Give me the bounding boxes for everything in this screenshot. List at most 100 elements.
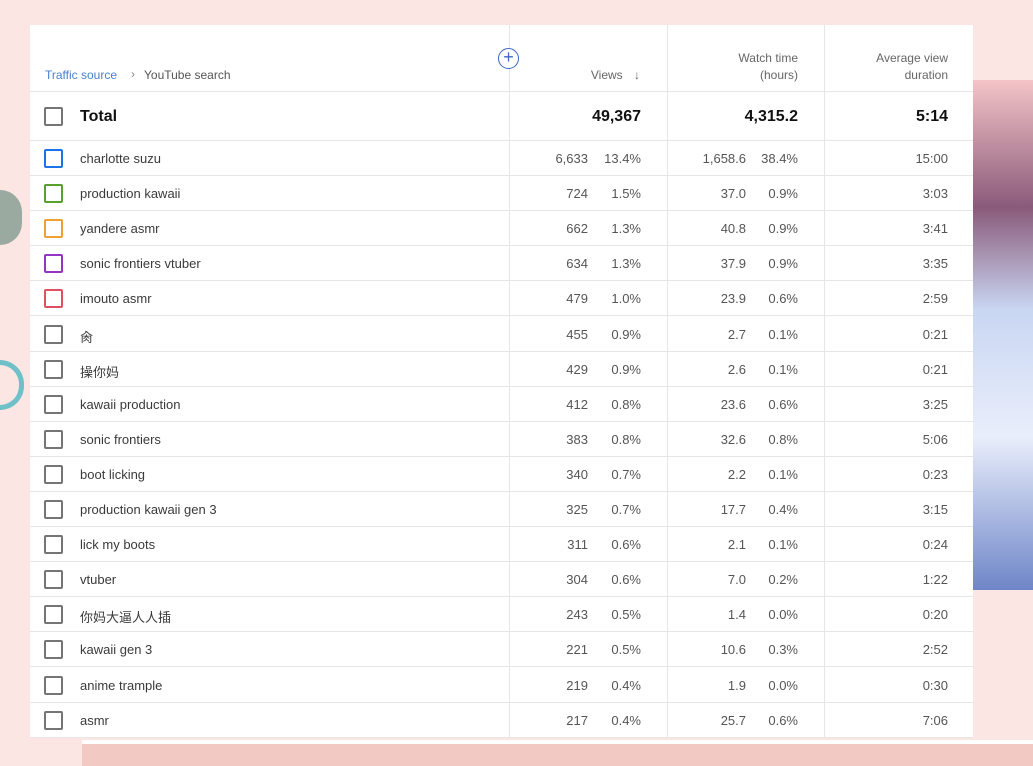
views-percent: 1.3% (611, 221, 641, 237)
views-percent: 0.7% (611, 502, 641, 517)
traffic-source-table: Traffic source › YouTube search + Views … (30, 25, 973, 738)
watch-time-value: 2.2 (727, 466, 746, 482)
breadcrumb-parent-link[interactable]: Traffic source (45, 68, 118, 82)
views-value: 724 (566, 186, 588, 202)
views-percent: 0.4% (611, 712, 641, 728)
views-percent: 0.8% (611, 396, 641, 412)
watch-time-percent: 0.1% (768, 466, 798, 482)
table-row: sonic frontiers vtuber 634 1.3% 37.9 0.9… (30, 246, 973, 282)
row-checkbox[interactable] (44, 464, 63, 484)
watch-time-percent: 0.1% (768, 537, 798, 553)
watch-time-percent: 0.3% (768, 642, 798, 658)
watch-time-percent: 0.8% (768, 431, 798, 447)
search-term: imouto asmr (80, 291, 152, 307)
row-checkbox[interactable] (44, 149, 63, 168)
watch-time-value: 1.4 (727, 607, 746, 623)
views-value: 219 (566, 677, 588, 693)
watch-time-value: 32.6 (720, 431, 746, 447)
views-value: 455 (566, 326, 588, 342)
row-checkbox[interactable] (44, 219, 63, 239)
avg-duration-value: 0:21 (922, 361, 948, 377)
watch-time-value: 2.6 (727, 361, 746, 377)
table-row: production kawaii 724 1.5% 37.0 0.9% 3:0… (30, 176, 973, 212)
search-term: anime trample (80, 677, 163, 693)
row-checkbox[interactable] (44, 570, 63, 590)
search-term: vtuber (80, 572, 117, 588)
views-value: 304 (566, 572, 588, 588)
search-term: sonic frontiers (80, 431, 161, 447)
row-checkbox[interactable] (44, 640, 63, 660)
views-value: 221 (566, 642, 588, 658)
watch-time-percent: 38.4% (761, 151, 798, 166)
add-metric-icon[interactable]: + (498, 48, 519, 69)
table-row: 操你妈 429 0.9% 2.6 0.1% 0:21 (30, 352, 973, 387)
row-checkbox[interactable] (44, 605, 63, 625)
table-row: imouto asmr 479 1.0% 23.9 0.6% 2:59 (30, 281, 973, 317)
search-term: sonic frontiers vtuber (80, 256, 201, 272)
avg-duration-value: 7:06 (922, 712, 948, 728)
avg-duration-value: 3:41 (922, 221, 948, 237)
views-percent: 0.9% (611, 361, 641, 377)
views-column-header[interactable]: Views ↓ (590, 68, 640, 82)
search-term: 操你妈 (80, 364, 120, 380)
watch-time-value: 7.0 (727, 572, 746, 588)
watch-time-percent: 0.0% (768, 607, 798, 623)
watch-time-percent: 0.0% (768, 677, 798, 693)
avg-duration-value: 5:06 (922, 431, 948, 447)
watch-time-value: 2.1 (727, 537, 746, 553)
views-percent: 0.5% (611, 642, 641, 658)
watch-time-value: 1.9 (727, 677, 746, 693)
row-checkbox[interactable] (44, 254, 63, 274)
avg-duration-value: 0:21 (922, 326, 948, 342)
row-checkbox[interactable] (44, 184, 63, 204)
total-row: Total 49,367 4,315.2 5:14 (30, 92, 973, 141)
avg-duration-value: 0:24 (922, 537, 948, 553)
avg-duration-value: 0:20 (922, 607, 948, 623)
watch-time-percent: 0.9% (768, 256, 798, 272)
row-checkbox[interactable] (44, 710, 63, 730)
row-checkbox[interactable] (44, 324, 63, 344)
row-checkbox[interactable] (44, 500, 63, 519)
views-value: 340 (566, 466, 588, 482)
watch-time-percent: 0.1% (768, 361, 798, 377)
row-checkbox[interactable] (44, 535, 63, 555)
table-row: sonic frontiers 383 0.8% 32.6 0.8% 5:06 (30, 422, 973, 457)
search-term: lick my boots (80, 537, 156, 553)
watch-time-percent: 0.4% (768, 502, 798, 517)
watch-time-value: 1,658.6 (702, 151, 746, 166)
views-percent: 0.9% (611, 326, 641, 342)
total-checkbox[interactable] (44, 107, 63, 126)
search-term: boot licking (80, 466, 146, 482)
total-avg-duration: 5:14 (915, 108, 948, 125)
watch-time-value: 37.0 (720, 186, 746, 202)
watch-time-value: 23.6 (720, 396, 746, 412)
avg-view-duration-column-header[interactable]: Average view duration (876, 51, 948, 82)
row-checkbox[interactable] (44, 289, 63, 309)
views-value: 217 (566, 712, 588, 728)
table-row: kawaii production 412 0.8% 23.6 0.6% 3:2… (30, 387, 973, 422)
avg-duration-value: 3:03 (922, 186, 948, 202)
row-checkbox[interactable] (44, 359, 63, 379)
background-character-art (973, 80, 1033, 590)
row-checkbox[interactable] (44, 429, 63, 449)
total-watch-time: 4,315.2 (744, 108, 798, 125)
views-percent: 0.7% (611, 466, 641, 482)
watch-time-percent: 0.6% (768, 396, 798, 412)
table-row: charlotte suzu 6,633 13.4% 1,658.6 38.4%… (30, 141, 973, 176)
background-sticker (0, 190, 22, 245)
row-checkbox[interactable] (44, 394, 63, 414)
avg-duration-value: 15:00 (915, 151, 948, 166)
table-row: production kawaii gen 3 325 0.7% 17.7 0.… (30, 492, 973, 527)
watch-time-percent: 0.6% (768, 291, 798, 307)
views-value: 243 (566, 607, 588, 623)
search-term: kawaii gen 3 (80, 642, 153, 658)
watch-time-value: 10.6 (720, 642, 746, 658)
views-value: 325 (566, 502, 588, 517)
avg-duration-value: 2:59 (922, 291, 948, 307)
table-row: yandere asmr 662 1.3% 40.8 0.9% 3:41 (30, 211, 973, 247)
row-checkbox[interactable] (44, 675, 63, 695)
watch-time-column-header[interactable]: Watch time (hours) (738, 51, 798, 82)
views-percent: 1.0% (611, 291, 641, 307)
search-term: charlotte suzu (80, 151, 161, 166)
sort-down-arrow-icon: ↓ (634, 68, 640, 82)
